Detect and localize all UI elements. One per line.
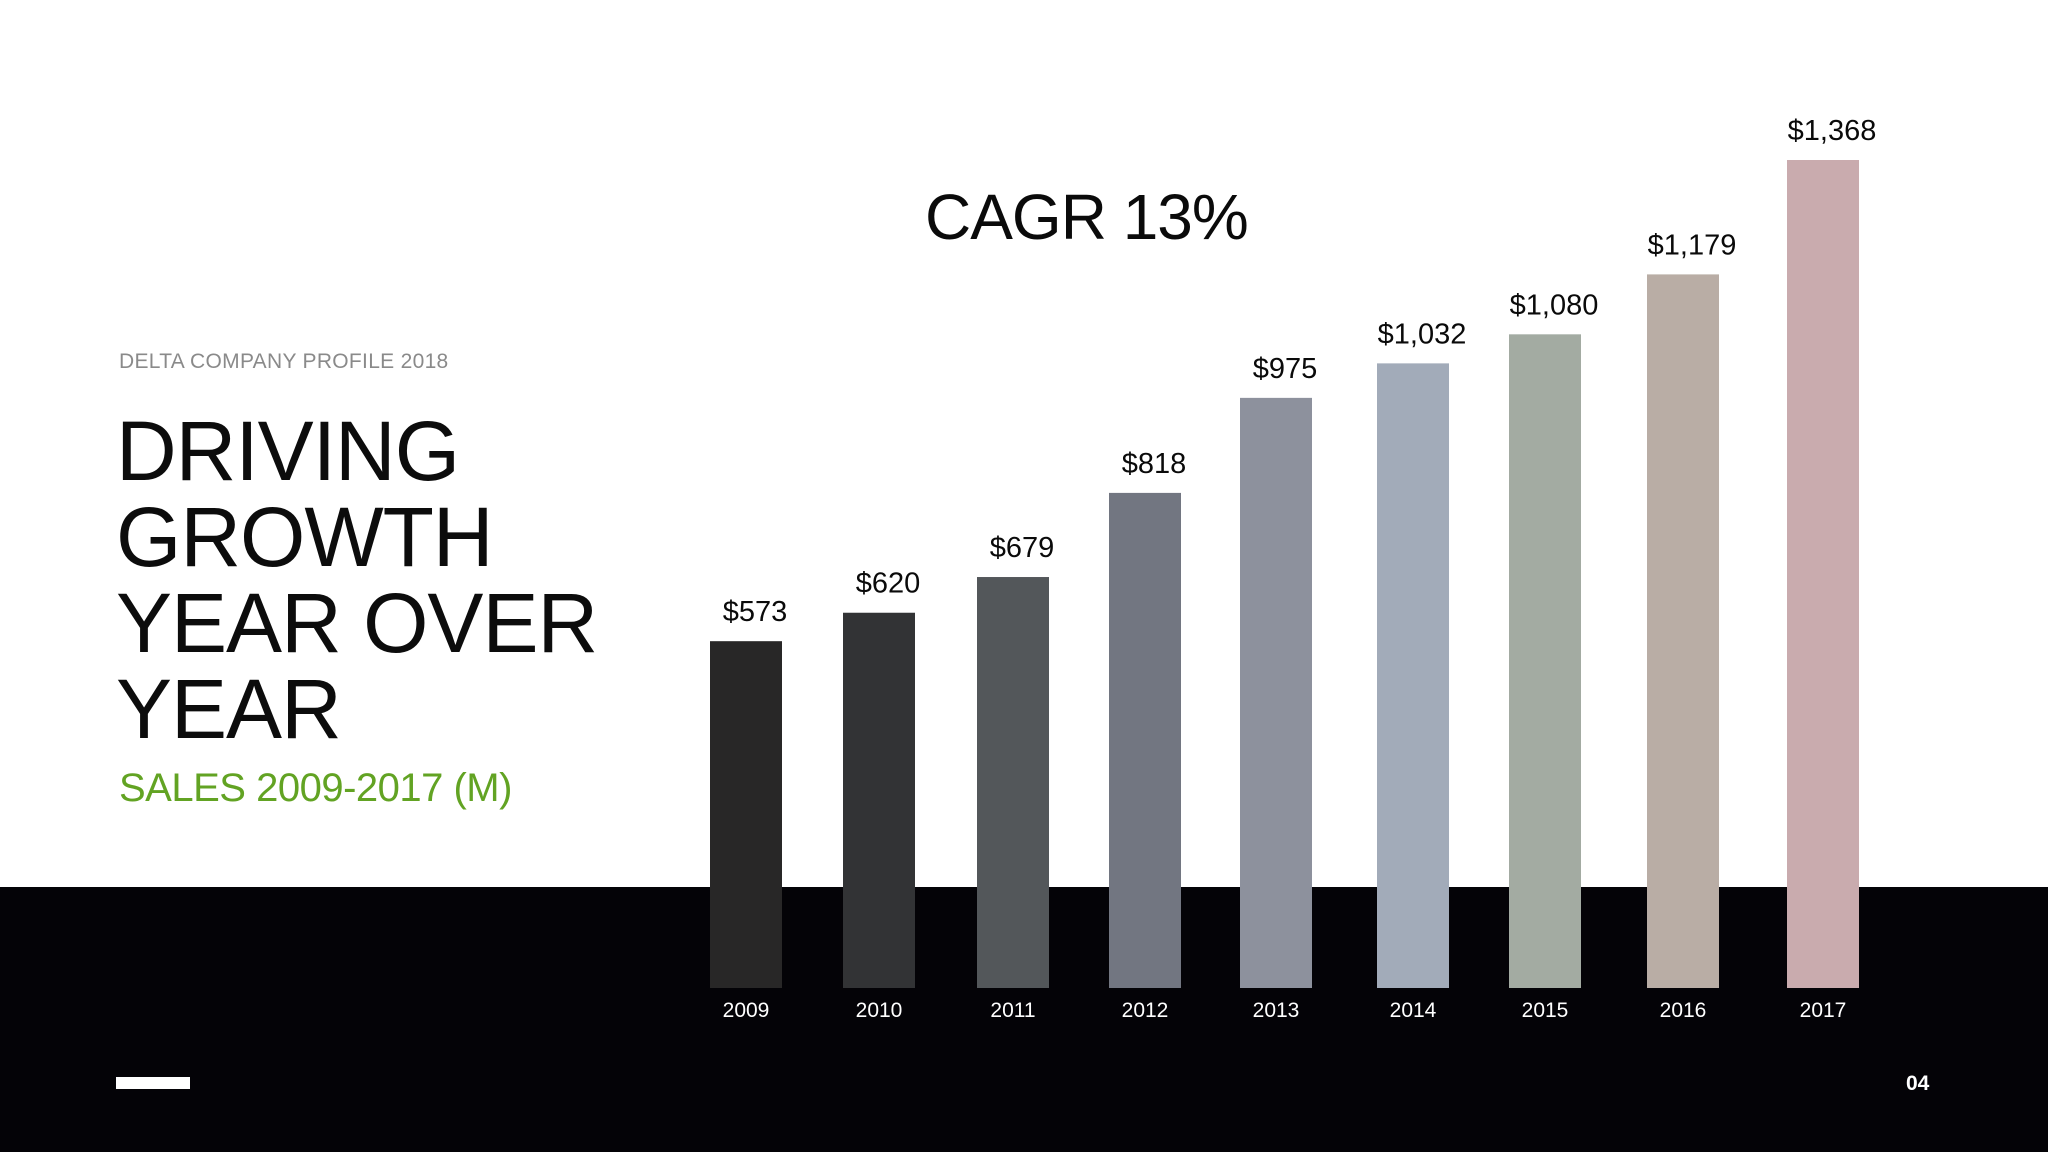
value-label-2017: $1,368	[1788, 115, 1877, 147]
sales-range-label: SALES 2009-2017 (M)	[119, 766, 512, 810]
page-title: DRIVING GROWTH YEAR OVER YEAR	[116, 408, 716, 752]
headline-line-4: YEAR	[116, 662, 342, 756]
value-label-2013: $975	[1253, 353, 1318, 385]
value-label-2015: $1,080	[1510, 289, 1599, 321]
headline-line-1: DRIVING	[116, 404, 460, 498]
bar-2017	[1787, 160, 1859, 988]
value-label-2009: $573	[723, 596, 788, 628]
bar-2016	[1647, 274, 1719, 988]
footer-mark	[116, 1077, 190, 1089]
value-label-2011: $679	[990, 532, 1055, 564]
value-label-2010: $620	[856, 568, 921, 600]
footer-band	[0, 887, 2048, 1152]
company-profile-label: DELTA COMPANY PROFILE 2018	[119, 350, 449, 373]
headline-line-2: GROWTH	[116, 490, 494, 584]
value-label-2012: $818	[1122, 448, 1187, 480]
value-label-2014: $1,032	[1378, 318, 1467, 350]
value-label-2016: $1,179	[1648, 229, 1737, 261]
page-number: 04	[1906, 1072, 1930, 1095]
headline-line-3: YEAR OVER	[116, 576, 598, 670]
cagr-label: CAGR 13%	[925, 181, 1249, 253]
